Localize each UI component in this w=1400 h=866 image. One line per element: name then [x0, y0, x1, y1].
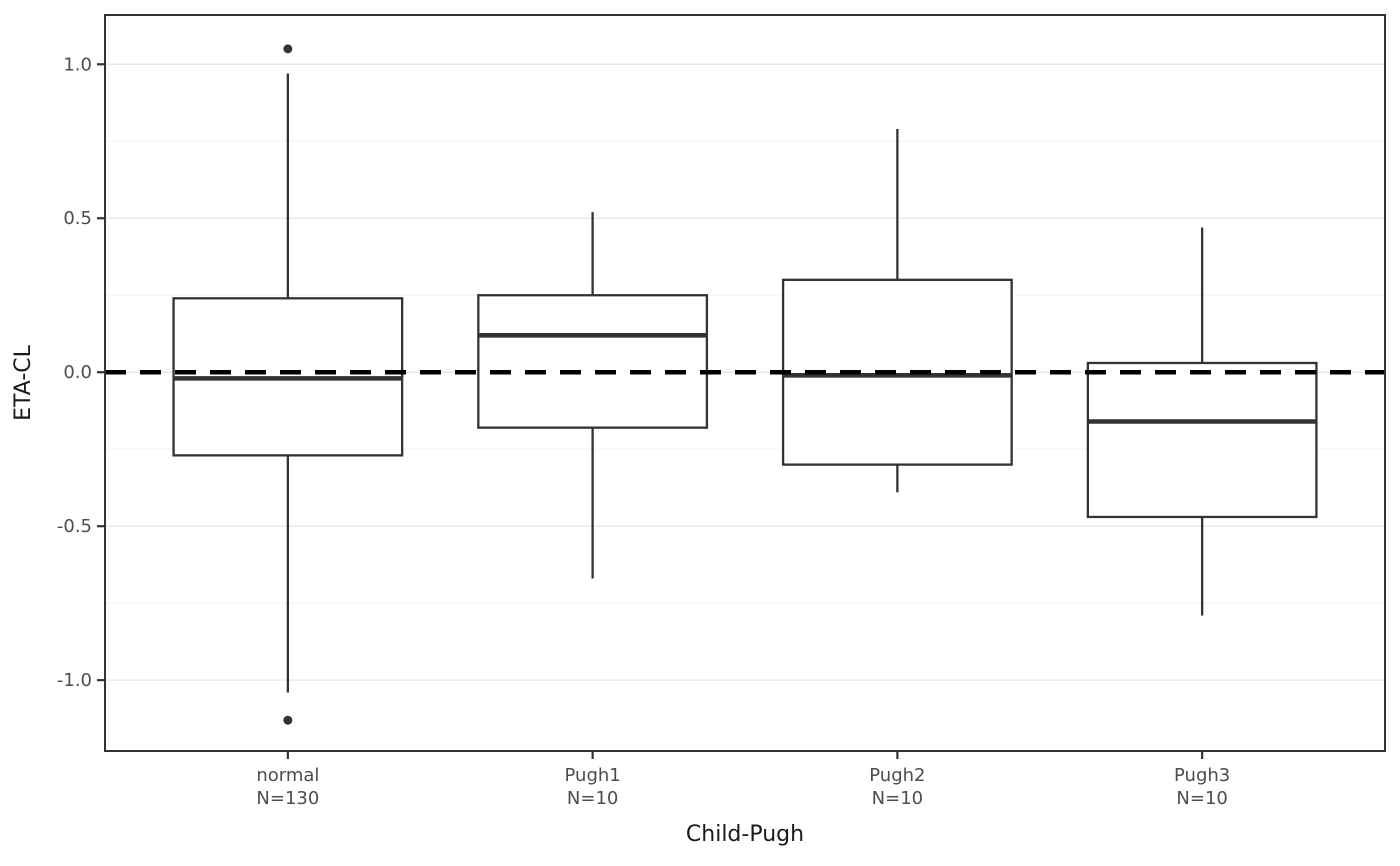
- y-tick-label: 0.5: [63, 208, 92, 229]
- x-tick-sublabel: N=10: [567, 788, 618, 809]
- outlier-point: [283, 44, 293, 54]
- x-tick-label: normal: [256, 765, 319, 786]
- x-tick-sublabel: N=130: [256, 788, 319, 809]
- x-tick-label: Pugh3: [1174, 765, 1230, 786]
- x-tick-sublabel: N=10: [1176, 788, 1227, 809]
- y-axis-title: ETA-CL: [11, 344, 36, 420]
- box: [1086, 361, 1318, 519]
- y-tick-label: -0.5: [57, 516, 92, 537]
- x-tick-sublabel: N=10: [872, 788, 923, 809]
- x-tick-label: Pugh1: [565, 765, 621, 786]
- y-tick-label: 0.0: [63, 362, 92, 383]
- panel-border: [104, 14, 1386, 752]
- outlier-point: [283, 715, 293, 725]
- box: [477, 294, 709, 429]
- frame-layer: [104, 14, 1386, 752]
- x-tick-label: Pugh2: [869, 765, 925, 786]
- x-axis-title: Child-Pugh: [686, 822, 804, 847]
- y-tick-label: 1.0: [63, 54, 92, 75]
- axis-layer: 1.00.50.0-0.5-1.0normalN=130Pugh1N=10Pug…: [57, 54, 1230, 809]
- y-tick-label: -1.0: [57, 670, 92, 691]
